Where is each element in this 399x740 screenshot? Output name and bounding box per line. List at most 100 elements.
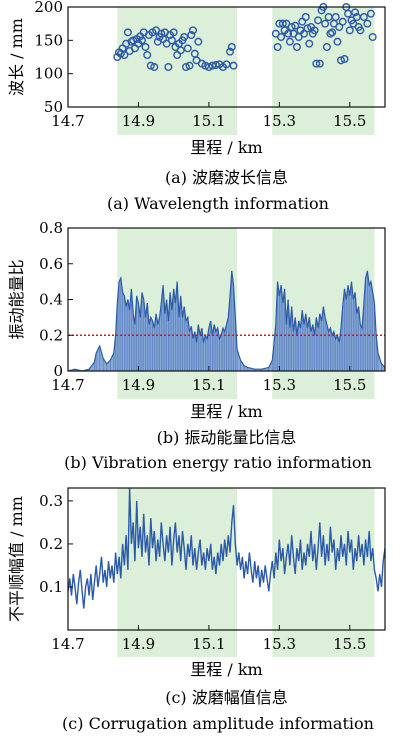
- chart-b: 14.7 14.9 15.1 15.3 15.5 0 0.2 0.4 0.6 0.8 里程 / km…: [7, 219, 386, 472]
- data-point: [299, 29, 308, 38]
- x-axis-label: 里程 / km: [190, 660, 262, 679]
- shaded-region: [272, 7, 375, 107]
- data-point: [284, 29, 293, 38]
- y-tick-label: 200: [34, 0, 63, 16]
- x-tick-label: 14.7: [51, 376, 84, 394]
- y-tick-label: 0.6: [39, 255, 63, 273]
- x-tick-label: 14.9: [122, 376, 155, 394]
- y-axis-label: 振动能量比: [7, 259, 26, 339]
- chart-c: 14.7 14.9 15.1 15.3 15.5 0.1 0.2 0.3 里程 / km 不平顺幅…: [7, 487, 386, 733]
- y-tick-label: 0.8: [39, 219, 63, 237]
- x-tick-label: 15.5: [333, 376, 366, 394]
- data-point: [189, 26, 198, 35]
- data-point: [351, 8, 360, 17]
- data-point: [328, 28, 337, 37]
- y-tick-label: 50: [44, 98, 63, 116]
- data-point: [310, 26, 319, 35]
- x-tick-label: 15.3: [263, 635, 296, 653]
- data-point: [291, 21, 300, 30]
- y-axis-label: 不平顺幅值 / mm: [7, 496, 26, 622]
- chart-a: 14.7 14.9 15.1 15.3 15.5 50 100 150 200 里程 / km 波长…: [7, 0, 386, 213]
- x-tick-label: 15.1: [192, 635, 225, 653]
- data-point: [340, 55, 349, 64]
- x-tick-label: 15.1: [192, 112, 225, 130]
- y-tick-label: 0.4: [39, 291, 63, 309]
- shaded-region-extension: [272, 107, 375, 135]
- shaded-region: [272, 488, 375, 630]
- data-point: [335, 23, 344, 32]
- data-point: [157, 29, 166, 38]
- data-point: [187, 31, 196, 40]
- data-point: [359, 12, 368, 21]
- data-point: [227, 43, 236, 52]
- data-point: [315, 59, 324, 68]
- x-tick-label: 14.9: [122, 112, 155, 130]
- data-point: [120, 51, 129, 60]
- data-point: [333, 37, 342, 46]
- data-point: [226, 47, 235, 56]
- data-point: [164, 63, 173, 72]
- y-tick-label: 0.3: [39, 492, 63, 510]
- y-axis-label: 波长 / mm: [7, 18, 26, 96]
- data-point: [176, 46, 185, 55]
- y-tick-label: 0.2: [39, 535, 63, 553]
- axes-frame: [67, 487, 386, 631]
- y-tick-label: 100: [34, 65, 63, 83]
- x-tick-label: 15.3: [263, 376, 296, 394]
- data-point: [229, 61, 238, 70]
- data-point: [322, 43, 331, 52]
- data-point: [273, 43, 282, 52]
- data-point: [143, 51, 152, 60]
- data-point: [366, 9, 375, 18]
- data-point: [123, 28, 132, 37]
- x-tick-label: 15.5: [333, 112, 366, 130]
- caption-chinese: (b) 振动能量比信息: [157, 428, 297, 447]
- caption-chinese: (c) 波磨幅值信息: [165, 688, 288, 707]
- caption-chinese: (a) 波磨波长信息: [165, 168, 288, 187]
- x-tick-label: 15.3: [263, 112, 296, 130]
- data-point: [338, 17, 347, 26]
- data-point: [356, 26, 365, 35]
- data-point: [183, 44, 192, 53]
- data-point: [326, 29, 335, 38]
- y-tick-label: 0.2: [39, 326, 63, 344]
- shaded-region-extension: [272, 371, 375, 399]
- data-point: [146, 61, 155, 70]
- data-point: [277, 33, 286, 42]
- x-tick-label: 15.5: [333, 635, 366, 653]
- x-tick-label: 14.7: [51, 112, 84, 130]
- data-point: [368, 33, 377, 42]
- shaded-region-extension: [117, 371, 238, 399]
- data-point: [336, 56, 345, 65]
- data-point: [167, 36, 176, 45]
- data-point: [194, 37, 203, 46]
- data-point: [116, 49, 125, 58]
- data-point: [292, 43, 301, 52]
- series-line: [67, 487, 386, 609]
- data-point: [211, 61, 220, 70]
- data-point: [185, 61, 194, 70]
- data-point: [321, 19, 330, 28]
- x-tick-label: 14.7: [51, 635, 84, 653]
- x-tick-label: 14.9: [122, 635, 155, 653]
- axes-frame: [67, 6, 386, 108]
- data-point: [301, 12, 310, 21]
- shaded-region-extension: [117, 630, 238, 657]
- data-point: [285, 37, 294, 46]
- series-line: [67, 270, 386, 372]
- x-tick-label: 15.1: [192, 376, 225, 394]
- y-tick-label: 150: [34, 31, 63, 49]
- x-axis-label: 里程 / km: [190, 402, 262, 421]
- y-tick-label: 0.1: [39, 578, 63, 596]
- shaded-region: [117, 7, 238, 107]
- data-point: [150, 63, 159, 72]
- data-point: [181, 63, 190, 72]
- data-point: [312, 59, 321, 68]
- caption-english: (b) Vibration energy ratio information: [64, 453, 372, 472]
- data-point: [137, 36, 146, 45]
- data-point: [345, 26, 354, 35]
- data-point: [305, 39, 314, 48]
- data-point: [363, 19, 372, 28]
- data-point: [204, 63, 213, 72]
